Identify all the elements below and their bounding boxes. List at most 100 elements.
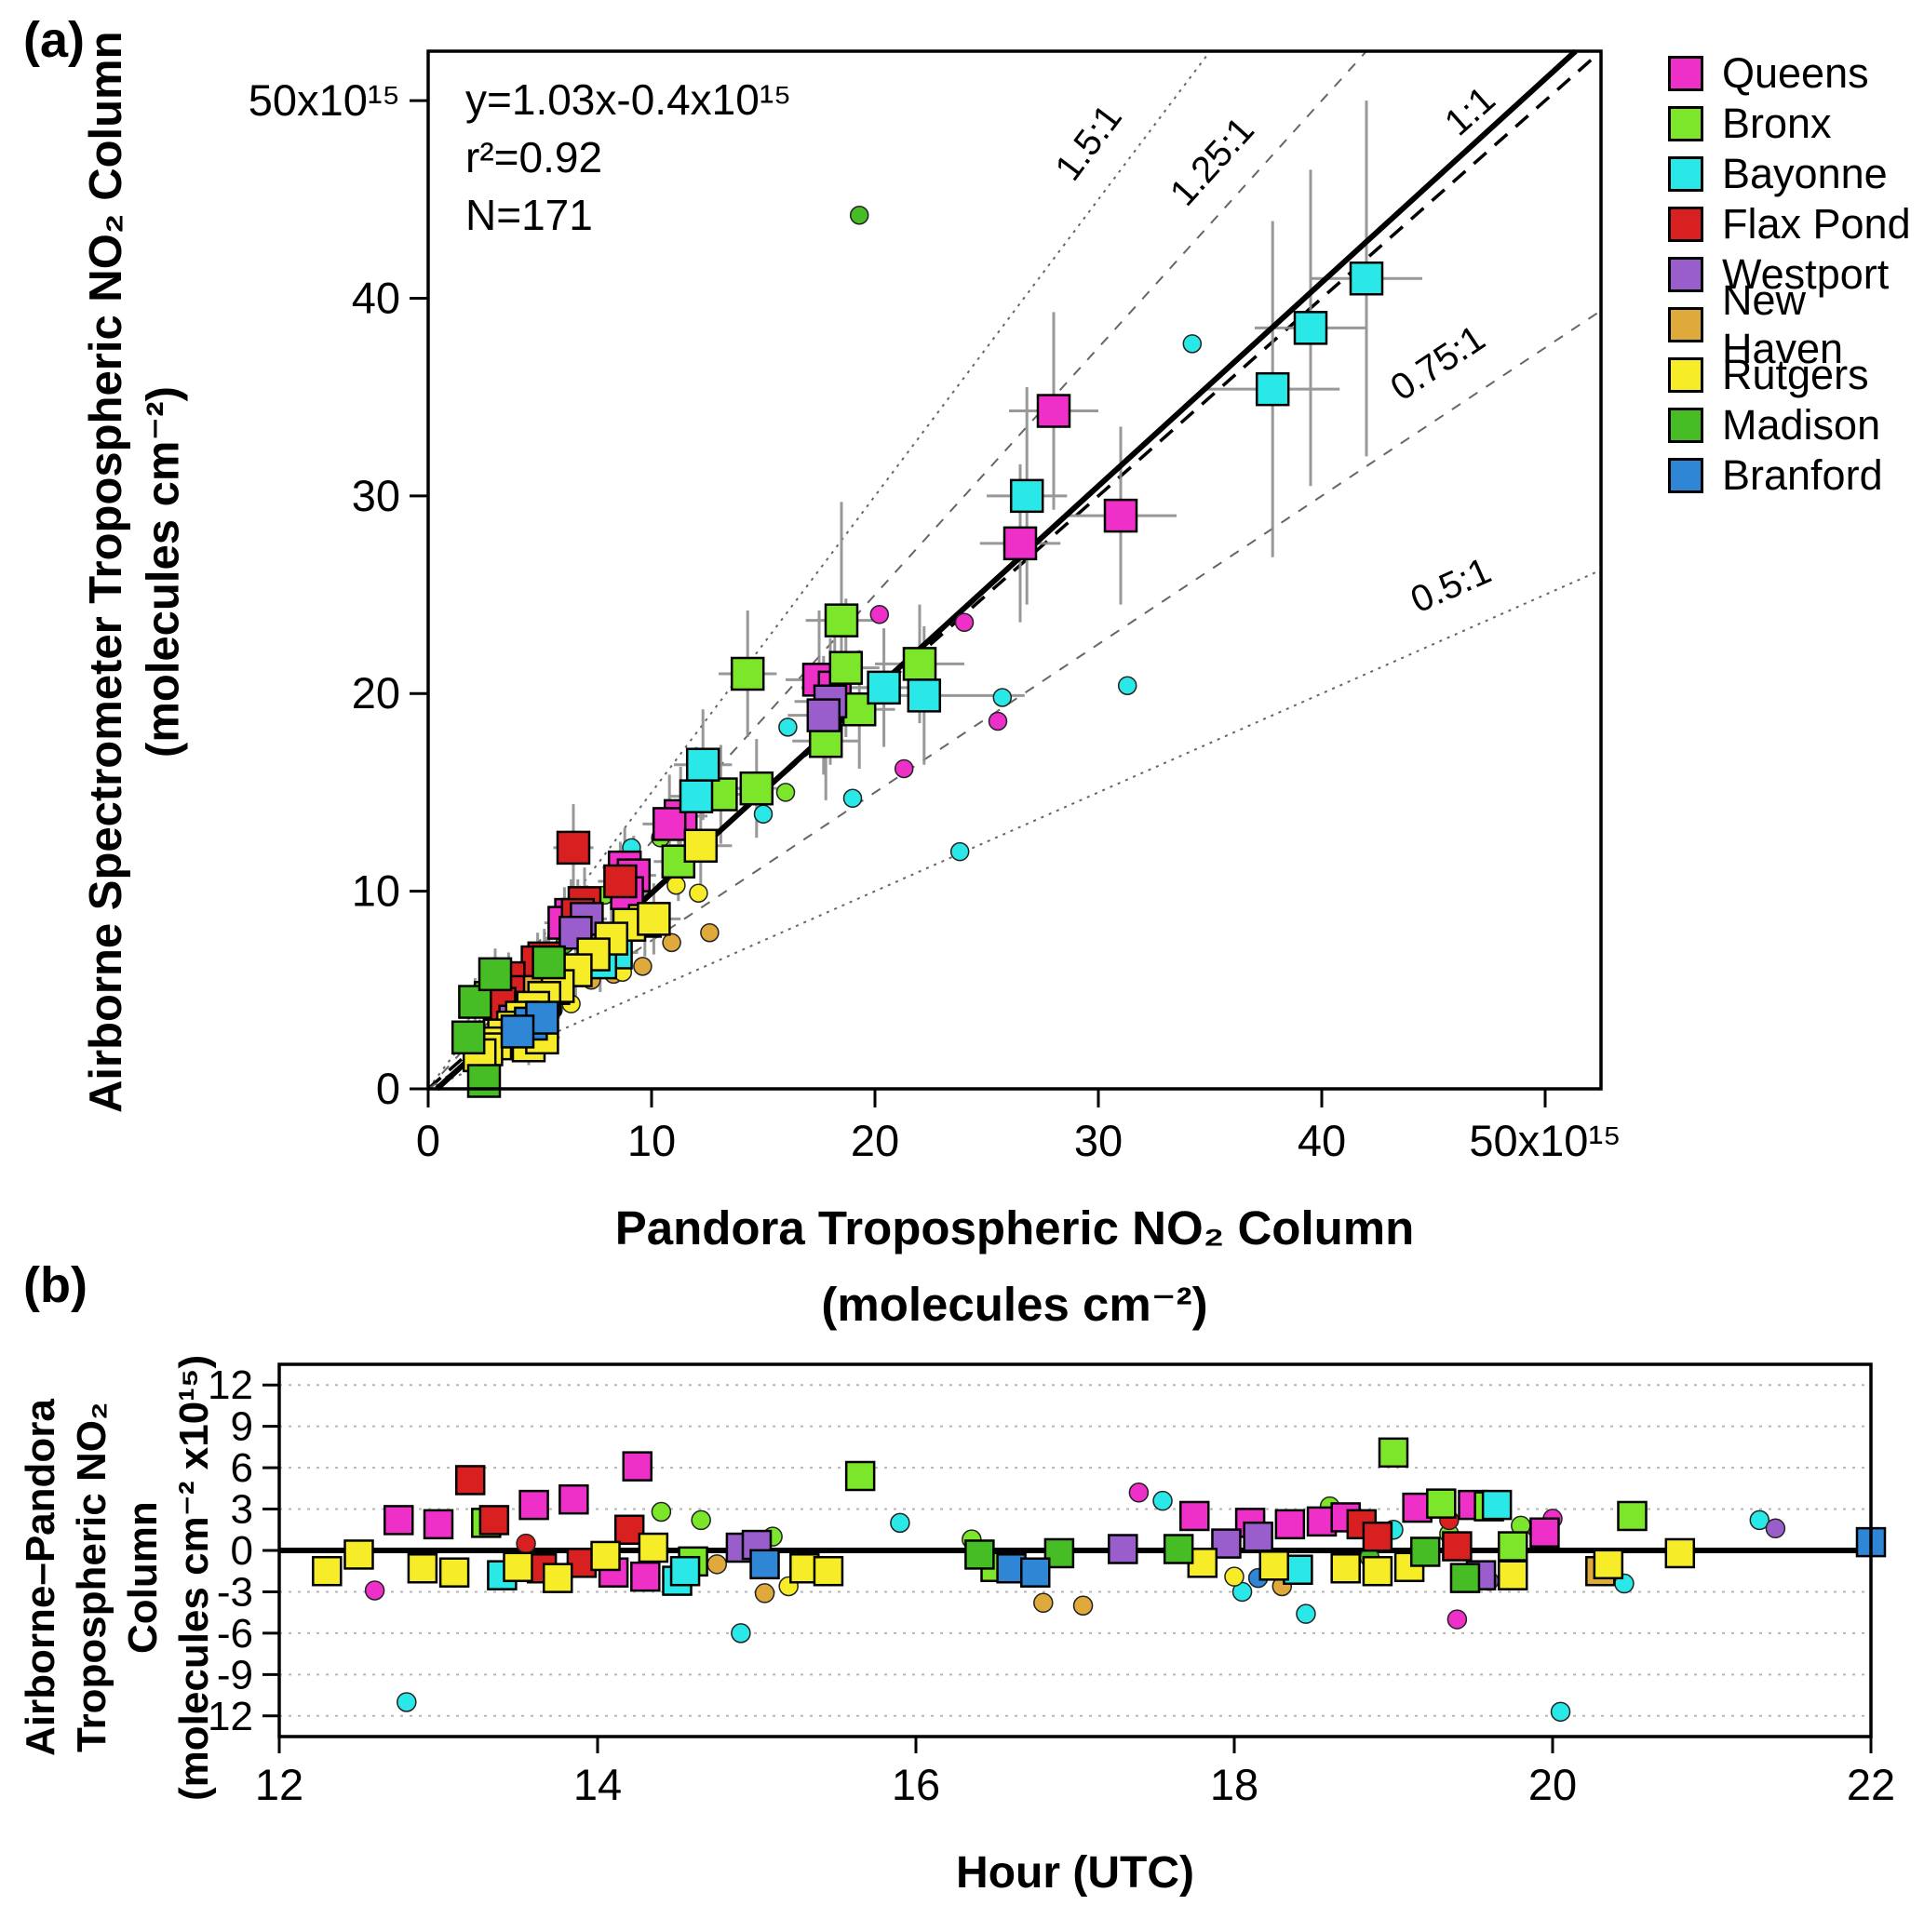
legend-swatch — [1668, 307, 1703, 342]
data-point-square-Madison — [458, 985, 492, 1019]
data-point-square-Queens — [423, 1509, 454, 1540]
data-point-square-Queens — [1529, 1517, 1560, 1548]
square-points — [312, 1437, 1887, 1596]
data-point-square-Queens — [630, 1561, 661, 1592]
data-point-square-Rutgers — [813, 1555, 844, 1587]
data-point-square-Madison — [1449, 1563, 1481, 1593]
data-point-square-Flax Pond — [478, 1505, 510, 1536]
legend-item-flax-pond: Flax Pond — [1668, 199, 1924, 249]
x-tick-label: 18 — [1210, 1760, 1258, 1809]
legend-item-bayonne: Bayonne — [1668, 149, 1924, 199]
data-point-square-Rutgers — [637, 902, 671, 936]
data-point-square-Bronx — [824, 603, 859, 637]
y-tick-label: 6 — [231, 1445, 253, 1491]
data-point-circle-New Haven — [633, 957, 653, 976]
y-tick-label: 30 — [352, 471, 400, 520]
ref-line-label-0.5:1: 0.5:1 — [1405, 550, 1497, 621]
square-points — [451, 261, 1384, 1098]
x-tick-label: 16 — [892, 1760, 940, 1809]
data-point-square-Madison — [466, 1064, 502, 1098]
data-point-circle-Queens — [1128, 1483, 1150, 1503]
data-point-square-Queens — [1036, 394, 1071, 428]
data-point-circle-Queens — [1446, 1609, 1468, 1630]
data-point-square-Rutgers — [543, 1563, 573, 1593]
ref-line-label-1.25:1: 1.25:1 — [1163, 110, 1262, 214]
data-point-circle-Queens — [869, 605, 890, 624]
data-point-circle-Queens — [988, 711, 1008, 731]
data-point-circle-Flax Pond — [516, 1533, 536, 1554]
data-point-circle-New Haven — [1072, 1595, 1094, 1617]
legend-swatch — [1668, 56, 1703, 91]
data-point-circle-Bronx — [651, 1501, 672, 1523]
panel-a-plot: 1.5:1 1.25:1 1:1 0.75:1 0.5:1 0 10 20 30 40 50x10¹… — [249, 48, 1621, 1165]
x-tick-label: 12 — [255, 1760, 303, 1809]
legend-label: Bronx — [1722, 100, 1832, 147]
data-point-square-Bronx — [844, 1460, 876, 1492]
legend-item-new-haven: New Haven — [1668, 276, 1924, 372]
data-point-square-Branford — [749, 1549, 780, 1580]
legend-swatch — [1668, 458, 1703, 493]
data-point-circle-Bayonne — [1749, 1509, 1770, 1531]
y-tick-label: -9 — [217, 1652, 253, 1697]
data-point-circle-Rutgers — [1224, 1566, 1245, 1587]
x-tick-label: 20 — [851, 1116, 899, 1165]
data-point-circle-Bayonne — [753, 804, 774, 825]
y-tick-label: -3 — [217, 1569, 253, 1615]
legend-label: Madison — [1722, 401, 1881, 449]
fit-r-squared: r²=0.92 — [465, 133, 603, 182]
data-point-square-Bayonne — [669, 1555, 701, 1587]
data-point-square-Flax Pond — [454, 1465, 486, 1496]
data-point-square-Bayonne — [1255, 371, 1290, 407]
data-point-circle-Bayonne — [1182, 334, 1203, 354]
legend-label: Branford — [1722, 451, 1883, 499]
y-tick-label: 0 — [231, 1528, 253, 1574]
data-point-circle-Westport — [1765, 1518, 1786, 1539]
data-point-square-Bronx — [1498, 1531, 1528, 1562]
data-point-square-Rutgers — [438, 1557, 470, 1588]
y-axis: 0 10 20 30 40 50x10¹⁵ — [249, 75, 428, 1113]
data-point-square-Bronx — [828, 651, 864, 685]
legend-swatch — [1668, 357, 1703, 393]
data-point-square-Bronx — [1378, 1437, 1409, 1469]
data-point-square-Queens — [1179, 1500, 1210, 1532]
data-point-square-Branford — [1020, 1557, 1051, 1588]
data-point-square-Bayonne — [679, 779, 714, 813]
data-point-square-Queens — [1274, 1509, 1306, 1540]
panel-a-tag: (a) — [23, 12, 85, 68]
data-point-circle-Queens — [894, 758, 914, 779]
legend-label: Bayonne — [1722, 150, 1888, 197]
panel-a-y-title-line2: (molecules cm⁻²) — [138, 386, 189, 758]
panel-b-tag: (b) — [23, 1257, 87, 1313]
legend-item-branford: Branford — [1668, 450, 1924, 501]
data-point-square-Madison — [451, 1020, 486, 1055]
y-tick-label: 40 — [352, 273, 400, 322]
data-point-square-Rutgers — [590, 1540, 621, 1572]
x-tick-label: 0 — [416, 1116, 440, 1165]
data-point-circle-Bayonne — [949, 841, 970, 862]
legend-swatch — [1668, 156, 1703, 192]
x-axis: 12 14 16 18 20 22 — [255, 1737, 1895, 1809]
data-point-square-Bayonne — [1349, 261, 1384, 296]
data-point-circle-Bayonne — [992, 688, 1013, 707]
legend-swatch — [1668, 106, 1703, 141]
legend-swatch — [1668, 408, 1703, 443]
data-point-square-Madison — [478, 957, 513, 992]
plot-frame — [426, 49, 1603, 1091]
ref-line-1.5:1 — [427, 50, 1211, 1090]
panel-a-x-axis-title: Pandora Tropospheric NO₂ Column — [614, 1201, 1415, 1254]
data-point-circle-Bayonne — [397, 1692, 417, 1712]
data-point-circle-Rutgers — [689, 883, 708, 903]
fit-equation: y=1.03x-0.4x10¹⁵ — [465, 75, 792, 124]
data-point-circle-Madison — [849, 206, 869, 225]
data-point-circle-Rutgers — [666, 875, 686, 895]
data-point-circle-New Haven — [706, 1554, 727, 1575]
data-point-circle-Bayonne — [778, 718, 798, 737]
data-point-square-Queens — [558, 1483, 589, 1515]
data-point-square-Flax Pond — [1362, 1521, 1393, 1552]
panel-b-x-axis-title: Hour (UTC) — [956, 1848, 1194, 1898]
data-point-square-Rutgers — [683, 828, 719, 864]
legend-label: New Haven — [1722, 276, 1844, 372]
data-point-square-Bayonne — [867, 670, 901, 705]
y-tick-label: -12 — [194, 1694, 253, 1739]
